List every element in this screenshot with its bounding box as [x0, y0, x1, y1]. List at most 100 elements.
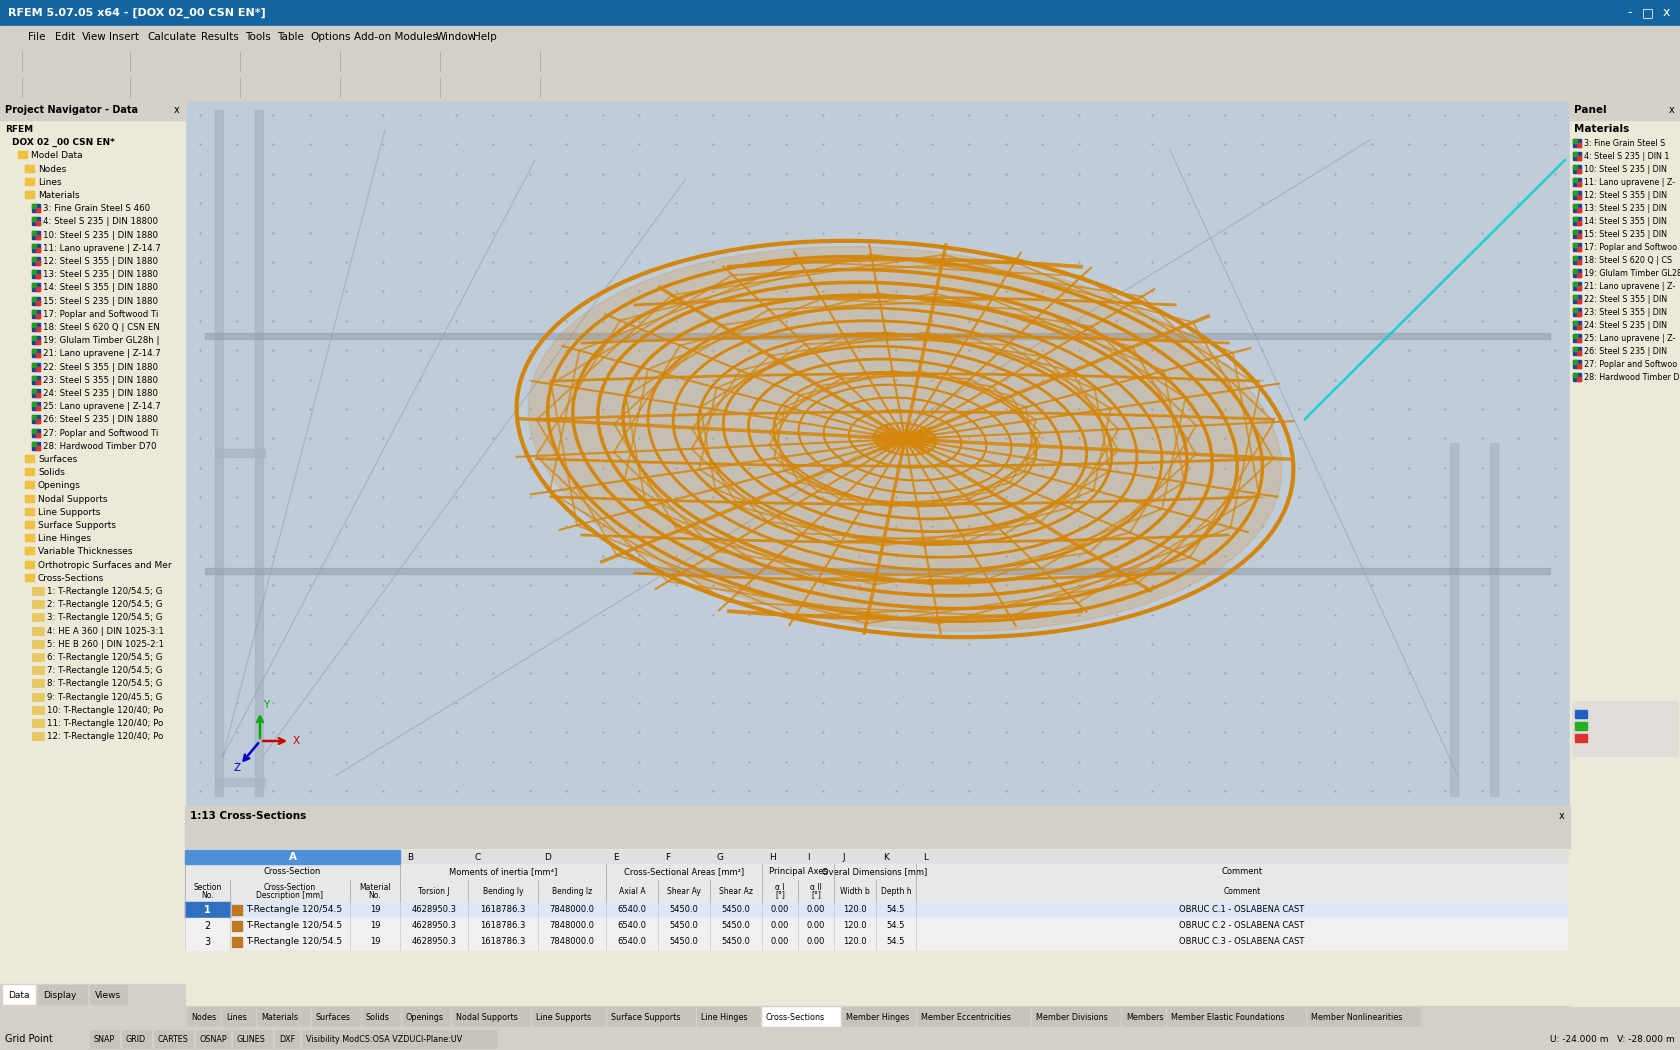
- Text: X: X: [292, 736, 301, 746]
- Text: Openings: Openings: [407, 1012, 444, 1022]
- Bar: [1578, 364, 1581, 367]
- Bar: [252, 82, 267, 97]
- Bar: [842, 1007, 916, 1026]
- Bar: [842, 82, 857, 97]
- Bar: [35, 248, 40, 252]
- Text: 19: 19: [370, 922, 380, 930]
- Bar: [595, 82, 610, 97]
- Text: Materials: Materials: [1574, 124, 1630, 134]
- Text: Window: Window: [435, 32, 477, 42]
- Bar: [556, 82, 571, 97]
- Bar: [1572, 139, 1578, 143]
- Bar: [1050, 56, 1065, 71]
- Text: Principal Axes: Principal Axes: [768, 867, 828, 877]
- Bar: [25, 191, 35, 200]
- Bar: [185, 850, 1567, 864]
- Bar: [1572, 701, 1678, 756]
- Bar: [405, 831, 418, 845]
- Bar: [480, 56, 496, 71]
- Bar: [538, 82, 553, 97]
- Bar: [35, 300, 40, 304]
- Bar: [1578, 156, 1581, 160]
- Bar: [879, 56, 894, 71]
- Text: Views: Views: [94, 990, 121, 1000]
- Bar: [763, 1007, 840, 1026]
- Bar: [909, 831, 922, 845]
- Text: Member Hinges: Member Hinges: [847, 1012, 909, 1022]
- Bar: [32, 693, 44, 700]
- Bar: [585, 831, 600, 845]
- Bar: [195, 82, 210, 97]
- Bar: [185, 902, 1567, 918]
- Text: 0.00: 0.00: [771, 922, 790, 930]
- Text: Line Hinges: Line Hinges: [701, 1012, 748, 1022]
- Bar: [1572, 373, 1578, 377]
- Bar: [5, 56, 20, 71]
- Text: T-Rectangle 120/54.5: T-Rectangle 120/54.5: [245, 938, 343, 946]
- Bar: [1068, 82, 1084, 97]
- Bar: [1089, 831, 1104, 845]
- Text: View: View: [82, 32, 108, 42]
- Bar: [185, 850, 400, 864]
- Bar: [24, 56, 39, 71]
- Bar: [1032, 56, 1047, 71]
- Bar: [185, 918, 230, 935]
- Bar: [279, 831, 292, 845]
- Text: Grid Point: Grid Point: [5, 1034, 52, 1044]
- Bar: [35, 327, 40, 331]
- Bar: [225, 831, 239, 845]
- Bar: [1572, 269, 1581, 277]
- Bar: [1576, 734, 1588, 742]
- Text: Solids: Solids: [39, 468, 66, 477]
- Bar: [1572, 178, 1578, 182]
- Text: 4628950.3: 4628950.3: [412, 922, 457, 930]
- Bar: [32, 244, 35, 248]
- Bar: [764, 56, 780, 71]
- Bar: [44, 82, 59, 97]
- Bar: [25, 534, 35, 542]
- Bar: [1572, 243, 1578, 247]
- Text: Table: Table: [277, 32, 304, 42]
- Bar: [156, 82, 171, 97]
- Bar: [1032, 82, 1047, 97]
- Bar: [32, 231, 40, 238]
- Bar: [1572, 334, 1578, 338]
- Bar: [32, 204, 35, 208]
- Bar: [0, 26, 1680, 48]
- Bar: [215, 449, 265, 457]
- Text: Y: Y: [264, 700, 269, 710]
- Bar: [496, 831, 509, 845]
- Text: 21: Lano upravene | Z-: 21: Lano upravene | Z-: [1584, 282, 1675, 291]
- Text: 5450.0: 5450.0: [670, 905, 699, 915]
- Bar: [440, 831, 455, 845]
- Text: 24: Steel S 235 | DIN: 24: Steel S 235 | DIN: [1584, 321, 1670, 330]
- Text: 11: Lano upravene | Z-14.7: 11: Lano upravene | Z-14.7: [44, 244, 161, 253]
- Bar: [234, 1030, 272, 1048]
- Bar: [1011, 56, 1026, 71]
- Text: 5: HE B 260 | DIN 1025-2:1: 5: HE B 260 | DIN 1025-2:1: [47, 639, 165, 649]
- Text: Line Hinges: Line Hinges: [39, 534, 91, 543]
- Bar: [0, 74, 1680, 100]
- Bar: [748, 831, 761, 845]
- Bar: [1572, 360, 1578, 364]
- Text: 25: Lano upravene | Z-: 25: Lano upravene | Z-: [1584, 334, 1675, 343]
- Bar: [32, 587, 44, 595]
- Text: 27: Poplar and Softwoo: 27: Poplar and Softwoo: [1584, 360, 1677, 369]
- Text: B: B: [407, 853, 413, 861]
- Text: 11: T-Rectangle 120/40; Po: 11: T-Rectangle 120/40; Po: [47, 719, 163, 728]
- Bar: [764, 82, 780, 97]
- Bar: [689, 56, 704, 71]
- Bar: [32, 296, 35, 300]
- Bar: [89, 985, 128, 1004]
- Bar: [1572, 152, 1578, 156]
- Bar: [460, 56, 475, 71]
- Bar: [1572, 321, 1581, 329]
- Text: 4: Steel S 235 | DIN 1: 4: Steel S 235 | DIN 1: [1584, 152, 1670, 161]
- Bar: [309, 82, 324, 97]
- Text: Line Supports: Line Supports: [39, 508, 101, 517]
- Bar: [62, 56, 77, 71]
- Bar: [568, 831, 581, 845]
- Text: 12: T-Rectangle 120/40; Po: 12: T-Rectangle 120/40; Po: [47, 732, 163, 741]
- Text: Surfaces: Surfaces: [39, 455, 77, 464]
- Bar: [35, 288, 40, 292]
